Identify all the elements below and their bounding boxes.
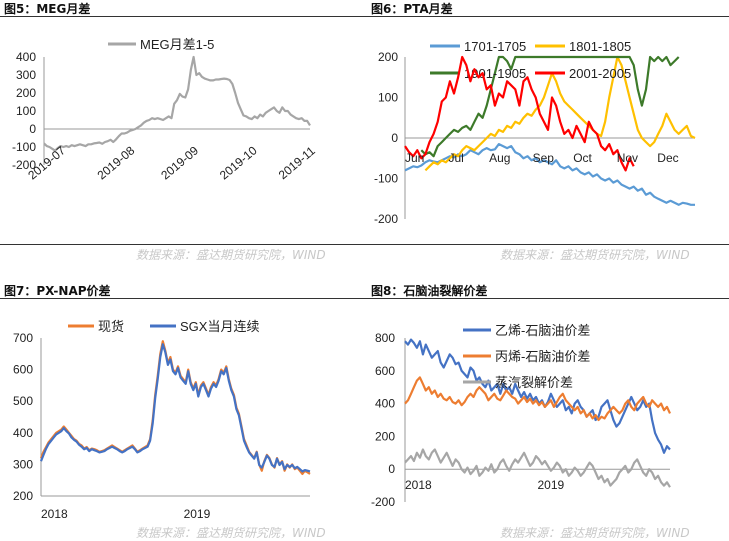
y-tick-label: 700 [13, 331, 33, 345]
y-tick-label: 300 [16, 68, 36, 82]
legend-label: 乙烯-石脑油价差 [495, 323, 590, 338]
x-tick-label: Jul [449, 151, 464, 165]
y-tick-label: 500 [13, 394, 33, 408]
x-tick-label: 2019-08 [95, 143, 138, 182]
y-tick-label: 400 [13, 426, 33, 440]
x-tick-label: Nov [617, 151, 638, 165]
x-tick-label: 2019 [184, 507, 211, 521]
y-tick-label: 100 [16, 104, 36, 118]
x-tick-label: 2019-09 [158, 143, 201, 182]
y-tick-label: -200 [371, 495, 395, 509]
x-tick-label: Jun [405, 151, 424, 165]
x-tick-label: Sep [533, 151, 555, 165]
x-tick-label: 2019 [538, 478, 565, 492]
y-tick-label: -100 [12, 140, 36, 154]
y-tick-label: 300 [13, 457, 33, 471]
y-tick-label: 0 [29, 122, 36, 136]
y-tick-label: 200 [375, 429, 395, 443]
series-line-px_nap-1 [41, 344, 310, 471]
y-tick-label: 200 [16, 86, 36, 100]
y-tick-label: 0 [388, 462, 395, 476]
legend-label: 蒸汽裂解价差 [495, 375, 573, 390]
y-tick-label: 100 [378, 91, 398, 105]
x-tick-label: 2019-11 [276, 143, 318, 182]
y-tick-label: 400 [16, 50, 36, 64]
x-tick-label: Aug [489, 151, 510, 165]
legend-label: 丙烯-石脑油价差 [495, 349, 590, 364]
legend-label: 2001-2005 [569, 66, 631, 81]
legend-label: SGX当月连续 [180, 319, 259, 334]
y-tick-label: 600 [13, 363, 33, 377]
x-tick-label: 2018 [41, 507, 68, 521]
legend-label: 现货 [98, 319, 124, 334]
y-tick-label: 400 [375, 397, 395, 411]
series-line-meg-0 [44, 57, 310, 151]
x-tick-label: 2018 [405, 478, 432, 492]
y-tick-label: -100 [374, 172, 398, 186]
y-tick-label: 200 [378, 50, 398, 64]
series-line-px_nap-0 [41, 341, 310, 474]
legend-label: 1701-1705 [464, 39, 526, 54]
legend-label: MEG月差1-5 [140, 37, 214, 52]
y-tick-label: 600 [375, 364, 395, 378]
y-tick-label: 0 [391, 131, 398, 145]
x-tick-label: Dec [657, 151, 678, 165]
x-tick-label: 2019-10 [217, 143, 260, 182]
legend-label: 1801-1805 [569, 39, 631, 54]
x-tick-label: Oct [573, 151, 592, 165]
y-tick-label: -200 [374, 212, 398, 226]
y-tick-label: 200 [13, 489, 33, 503]
y-tick-label: 800 [375, 331, 395, 345]
